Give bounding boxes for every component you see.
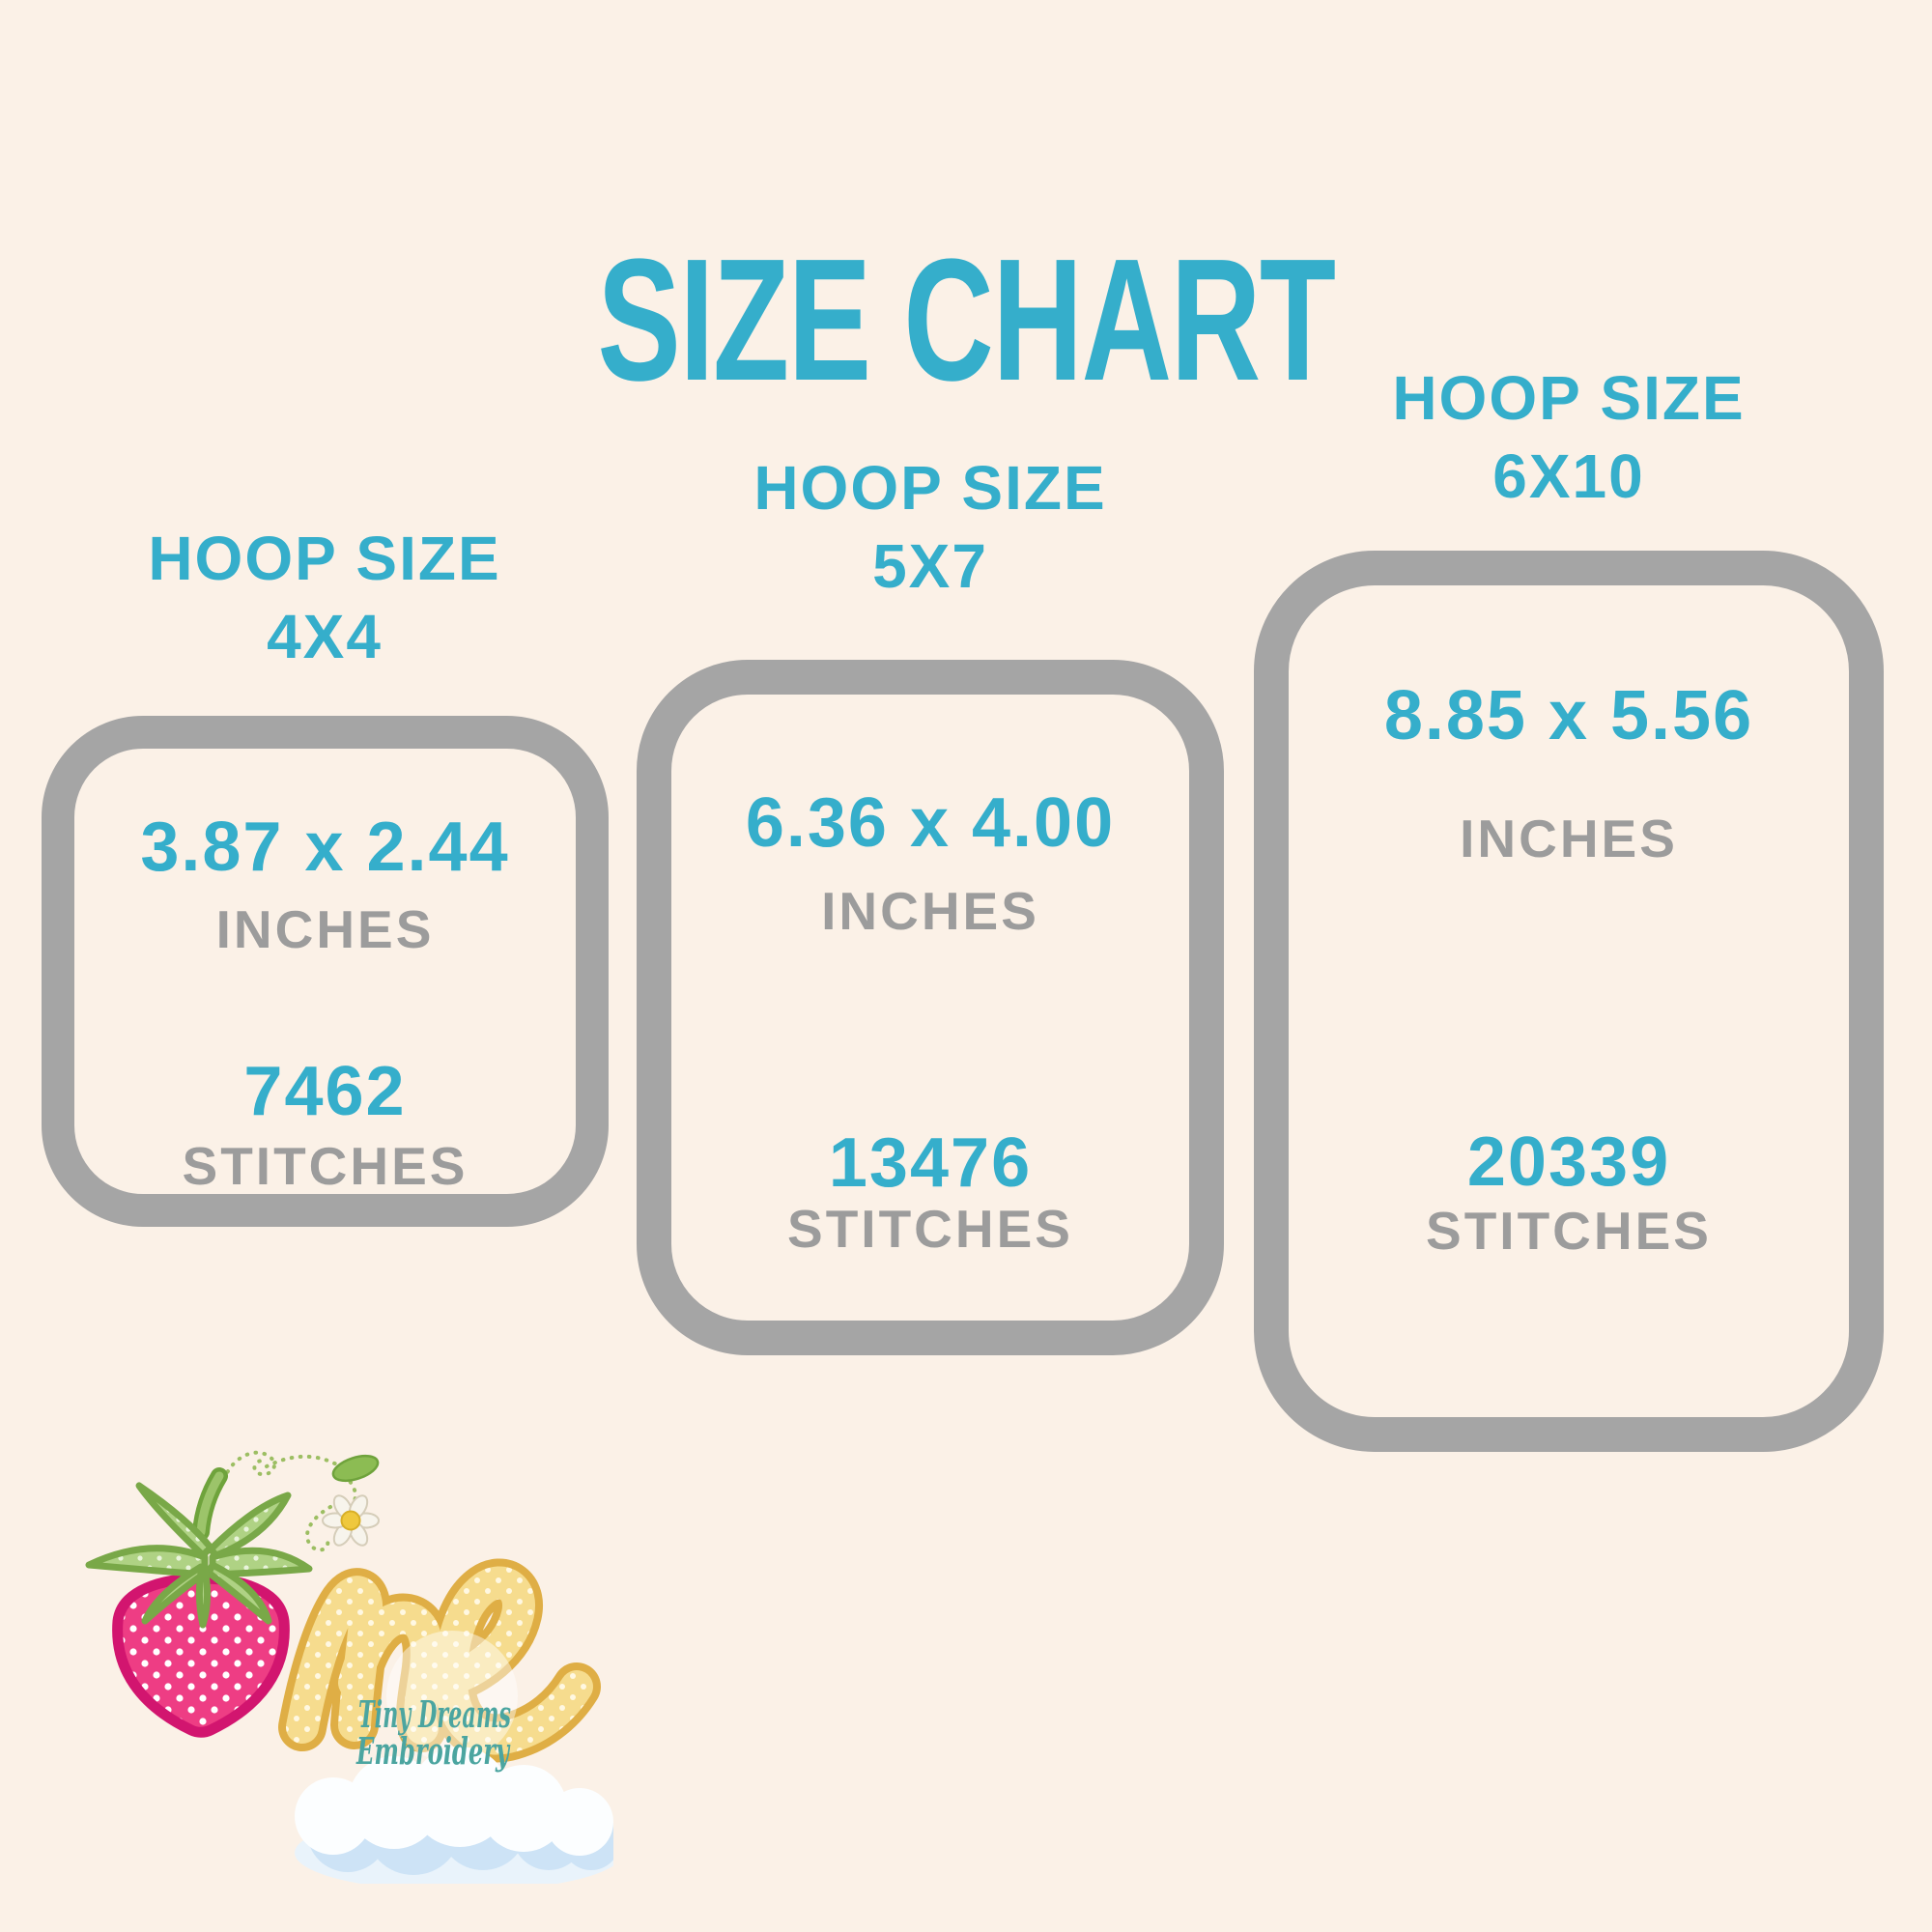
stitch-count: 7462: [243, 1053, 407, 1130]
dimensions-unit: INCHES: [821, 881, 1039, 941]
hoop-label-4x4: HOOP SIZE 4X4: [15, 520, 634, 676]
hoop-label-6x10: HOOP SIZE 6X10: [1260, 359, 1878, 516]
vine-leaf-icon: [331, 1454, 380, 1483]
stitch-label: STITCHES: [787, 1199, 1073, 1259]
stitch-count: 20339: [1466, 1123, 1671, 1201]
dimensions-value: 6.36 x 4.00: [745, 784, 1116, 862]
hoop-box-5x7: 6.36 x 4.00 INCHES 13476 STITCHES: [637, 660, 1224, 1355]
hoop-label-line1: HOOP SIZE: [753, 453, 1107, 523]
hoop-label-line1: HOOP SIZE: [148, 524, 501, 593]
stitch-label: STITCHES: [1426, 1201, 1712, 1261]
hoop-label-line2: 4X4: [267, 602, 383, 671]
watermark-line2: Embroidery: [355, 1729, 510, 1773]
watermark-disc: [386, 1631, 518, 1762]
strawberry-stem-icon: [192, 1467, 228, 1541]
hoop-label-5x7: HOOP SIZE 5X7: [621, 449, 1239, 606]
cloud-icon: [295, 1747, 613, 1884]
dimensions-unit: INCHES: [215, 899, 435, 959]
dimensions-value: 8.85 x 5.56: [1383, 677, 1754, 754]
page-title: SIZE CHART: [597, 223, 1336, 417]
hoop-label-line1: HOOP SIZE: [1392, 363, 1746, 433]
daisy-flower-icon: [322, 1494, 380, 1547]
stitch-label: STITCHES: [182, 1136, 469, 1196]
dimensions-value: 3.87 x 2.44: [140, 809, 510, 886]
brand-logo: Tiny Dreams Embroidery: [85, 1450, 613, 1884]
hoop-label-line2: 6X10: [1492, 441, 1645, 511]
logo-word-ne: [278, 1558, 601, 1763]
hoop-box-6x10: 8.85 x 5.56 INCHES 20339 STITCHES: [1254, 551, 1884, 1452]
stitch-count: 13476: [828, 1124, 1033, 1202]
hoop-box-4x4: 3.87 x 2.44 INCHES 7462 STITCHES: [42, 716, 609, 1227]
hoop-label-line2: 5X7: [872, 531, 988, 601]
dimensions-unit: INCHES: [1460, 809, 1678, 868]
strawberry-leaves-icon: [85, 1482, 313, 1629]
watermark-line1: Tiny Dreams: [358, 1692, 511, 1736]
